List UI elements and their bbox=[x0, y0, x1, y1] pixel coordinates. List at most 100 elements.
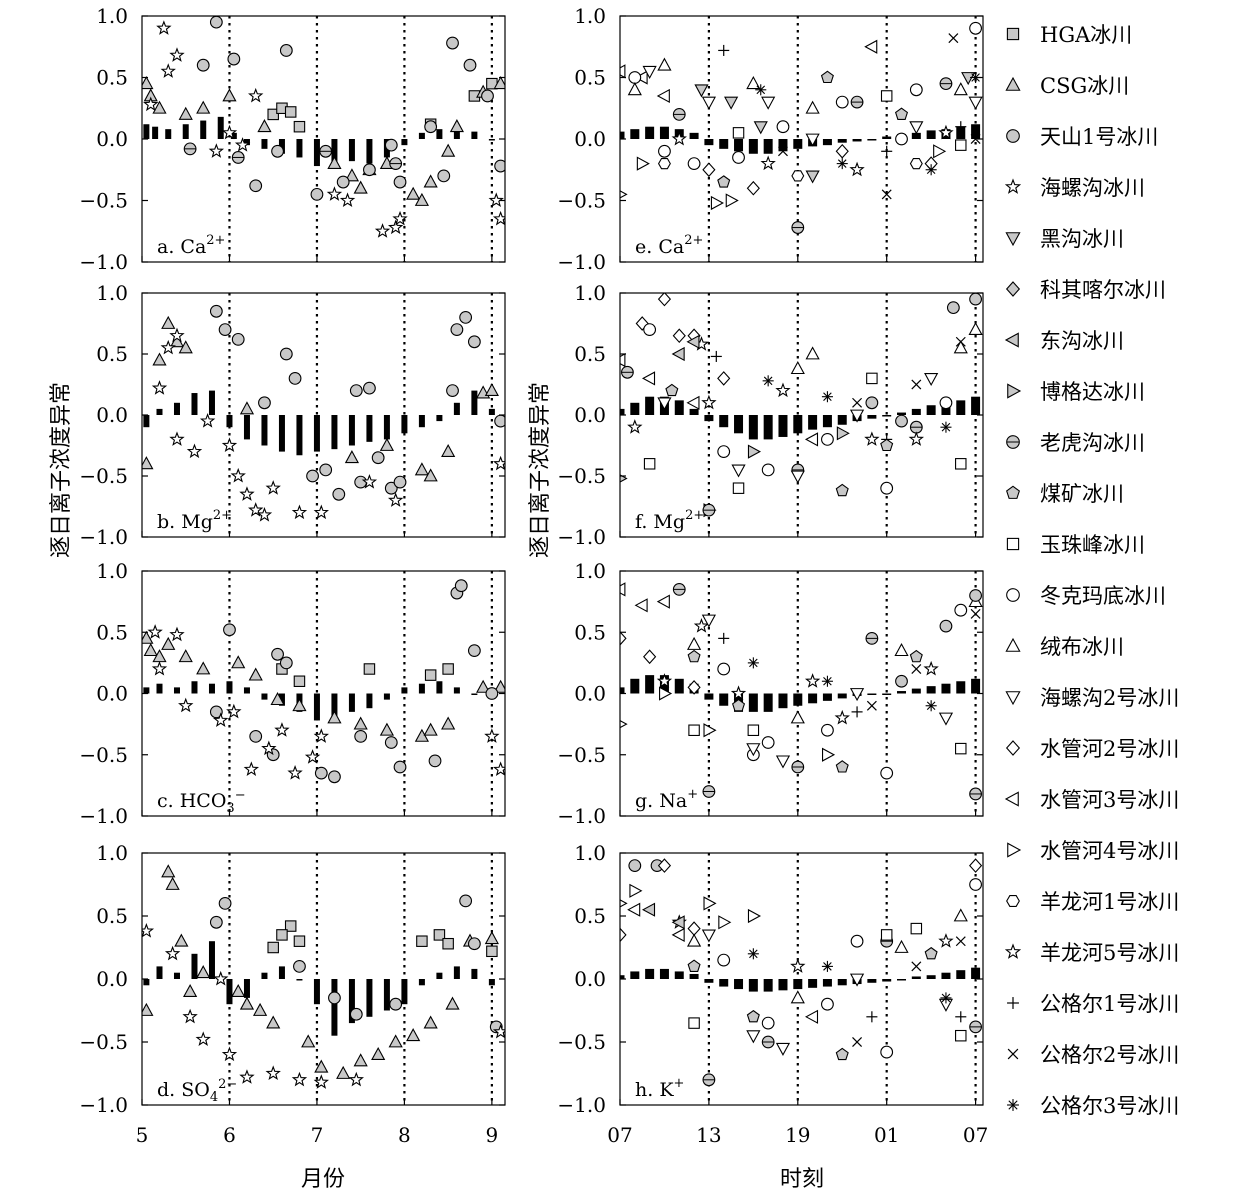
bar-d-1 bbox=[156, 966, 163, 979]
point-a-2-9 bbox=[393, 175, 407, 189]
point-a-1-7 bbox=[327, 155, 342, 170]
point-g-7-3 bbox=[880, 766, 894, 780]
point-g-1-2 bbox=[687, 680, 701, 695]
bar-e-10 bbox=[763, 139, 773, 154]
frame-a bbox=[141, 15, 506, 263]
point-f-13-0 bbox=[762, 375, 774, 387]
bar-g-9 bbox=[748, 693, 758, 712]
point-b-0-12 bbox=[484, 382, 499, 397]
point-g-7-1 bbox=[761, 736, 775, 749]
point-a-1-8 bbox=[344, 168, 360, 182]
point-f-1-2 bbox=[672, 328, 686, 344]
bar-h-22 bbox=[941, 972, 951, 979]
point-f-2-3 bbox=[804, 432, 819, 447]
bar-b-18 bbox=[453, 402, 460, 415]
y-tick-label-b-3: −0.5 bbox=[79, 464, 128, 488]
point-e-12-0 bbox=[755, 84, 767, 96]
panel-label-c: c. HCO3− bbox=[157, 788, 246, 816]
bar-e-5 bbox=[689, 132, 699, 139]
point-f-11-4 bbox=[924, 372, 939, 387]
y-tick-label-b-1: 0.5 bbox=[96, 342, 128, 366]
point-e-5-0 bbox=[628, 71, 642, 84]
y-tick-label-b-0: 1.0 bbox=[96, 281, 128, 305]
point-h-6-2 bbox=[821, 997, 834, 1011]
bar-b-3 bbox=[191, 393, 198, 415]
point-a-4-1 bbox=[231, 151, 245, 164]
point-h-6-1 bbox=[761, 1016, 775, 1030]
bar-g-18 bbox=[882, 693, 892, 695]
point-d-3-3 bbox=[195, 1031, 211, 1047]
legend-item-21: 公格尔3号冰川 bbox=[1007, 1094, 1179, 1118]
bar-a-6 bbox=[230, 132, 237, 139]
bar-e-18 bbox=[882, 136, 892, 139]
legend-label-4: 黑沟冰川 bbox=[1040, 227, 1124, 251]
bar-e-2 bbox=[645, 126, 655, 139]
point-a-1-0 bbox=[142, 75, 154, 90]
bar-h-5 bbox=[689, 973, 699, 979]
point-g-13-0 bbox=[969, 589, 982, 602]
point-c-2-6 bbox=[314, 766, 328, 780]
legend-label-9: 煤矿冰川 bbox=[1040, 482, 1124, 506]
legend-item-18: 羊龙河5号冰川 bbox=[1004, 941, 1179, 965]
point-c-1-4 bbox=[178, 649, 193, 663]
legend-marker-4 bbox=[1005, 232, 1021, 247]
point-e-3-0 bbox=[791, 221, 805, 234]
point-f-7-0 bbox=[621, 365, 634, 379]
point-a-3-11 bbox=[488, 192, 504, 208]
point-a-3-8 bbox=[374, 223, 391, 238]
point-h-2-2 bbox=[703, 896, 717, 911]
point-b-0-6 bbox=[344, 450, 360, 464]
legend-marker-15 bbox=[1004, 791, 1019, 807]
point-b-1-12 bbox=[393, 475, 407, 489]
point-h-13-0 bbox=[627, 902, 641, 917]
point-e-7-4 bbox=[909, 121, 924, 135]
point-d-2-5 bbox=[389, 997, 403, 1011]
bar-a-2 bbox=[165, 129, 172, 139]
bar-g-15 bbox=[837, 693, 847, 699]
y-axis-label-left: 逐日离子浓度异常 bbox=[49, 382, 74, 558]
point-e-7-3 bbox=[805, 133, 820, 147]
y-tick-label-c-3: −0.5 bbox=[79, 743, 128, 767]
point-b-0-4 bbox=[178, 340, 193, 354]
point-b-2-12 bbox=[313, 504, 329, 520]
x-tick-label-d-4: 9 bbox=[486, 1123, 499, 1147]
bar-f-14 bbox=[822, 415, 832, 428]
point-a-1-4 bbox=[196, 100, 211, 114]
legend-label-1: CSG冰川 bbox=[1040, 74, 1129, 98]
point-d-0-2 bbox=[276, 929, 288, 941]
legend-label-3: 海螺沟冰川 bbox=[1040, 176, 1145, 200]
bar-b-6 bbox=[243, 415, 250, 440]
point-f-9-5 bbox=[939, 396, 953, 410]
bar-b-19 bbox=[471, 390, 478, 415]
bar-a-12 bbox=[331, 139, 338, 164]
bar-c-6 bbox=[243, 687, 250, 694]
point-d-3-11 bbox=[492, 1023, 505, 1039]
point-c-1-3 bbox=[161, 636, 176, 650]
point-c-0-4 bbox=[442, 663, 454, 675]
y-tick-label-b-2: 0.0 bbox=[96, 403, 128, 427]
bar-h-8 bbox=[734, 979, 744, 990]
x-tick-label-d-2: 7 bbox=[311, 1123, 324, 1147]
point-a-3-2 bbox=[160, 63, 176, 78]
bar-e-8 bbox=[734, 139, 744, 152]
legend-label-2: 天山1号冰川 bbox=[1040, 125, 1158, 149]
point-d-3-6 bbox=[239, 1069, 255, 1084]
legend-marker-5 bbox=[1005, 281, 1021, 297]
bar-h-23 bbox=[956, 970, 966, 979]
point-b-2-9 bbox=[248, 502, 264, 517]
bar-e-12 bbox=[793, 139, 803, 149]
point-e-5-3 bbox=[776, 120, 790, 134]
point-d-3-5 bbox=[221, 1046, 238, 1062]
point-e-10-0 bbox=[718, 44, 730, 56]
point-e-5-5 bbox=[895, 132, 908, 146]
point-b-1-0 bbox=[209, 304, 223, 318]
legend: HGA冰川 CSG冰川天山1号冰川海螺沟冰川黑沟冰川科其喀尔冰川东沟冰川博格达冰川… bbox=[1004, 23, 1179, 1118]
point-a-2-0 bbox=[209, 16, 223, 29]
point-g-5-1 bbox=[804, 673, 821, 688]
point-a-1-12 bbox=[414, 192, 430, 206]
legend-item-16: 水管河4号冰川 bbox=[1007, 839, 1179, 863]
point-a-3-5 bbox=[221, 124, 238, 140]
point-g-0-2 bbox=[656, 594, 670, 609]
y-tick-label-f-2: 0.0 bbox=[574, 403, 606, 427]
bar-h-24 bbox=[971, 967, 981, 979]
